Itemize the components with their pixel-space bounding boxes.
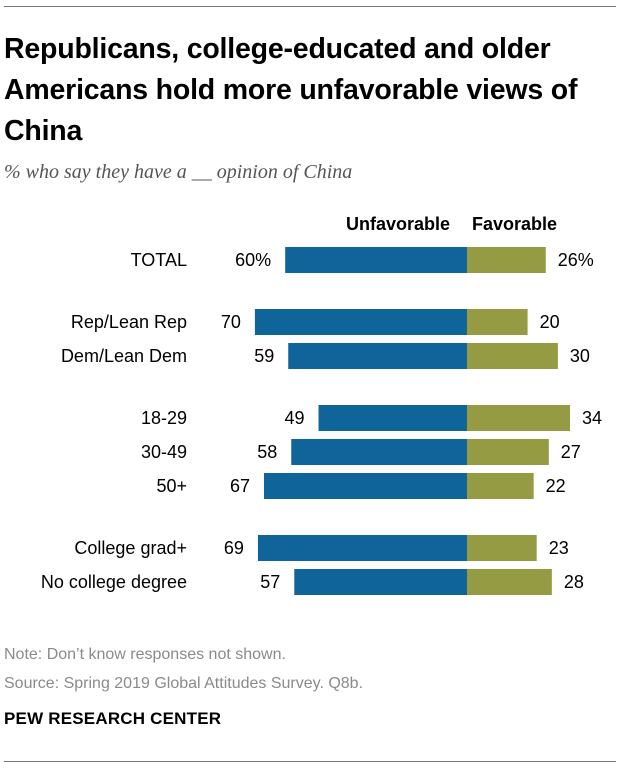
value-label-favorable: 28 [564,572,584,592]
value-label-favorable: 34 [582,408,602,428]
bar-unfavorable [263,473,467,499]
brand-label: PEW RESEARCH CENTER [4,709,222,728]
category-label: 30-49 [141,442,187,462]
series-header-unfavorable: Unfavorable [346,214,450,234]
value-label-favorable: 30 [570,346,590,366]
bar-unfavorable [254,309,467,335]
category-label: TOTAL [131,250,187,270]
category-label: 18-29 [141,408,187,428]
bar-unfavorable [288,343,467,369]
value-label-unfavorable: 69 [224,538,244,558]
chart-source: Source: Spring 2019 Global Attitudes Sur… [4,675,364,692]
value-label-favorable: 27 [561,442,581,462]
bar-favorable [467,309,528,335]
value-label-favorable: 20 [540,312,560,332]
bar-favorable [467,535,537,561]
value-label-unfavorable: 59 [254,346,274,366]
bottom-rule [4,761,616,762]
value-label-unfavorable: 60% [235,250,271,270]
category-label: Rep/Lean Rep [71,312,187,332]
bar-favorable [467,343,558,369]
value-label-unfavorable: 57 [260,572,280,592]
bar-favorable [467,569,552,595]
category-label: College grad+ [74,538,187,558]
value-label-unfavorable: 58 [257,442,277,462]
chart-subtitle: % who say they have a __ opinion of Chin… [4,161,353,183]
value-label-favorable: 23 [549,538,569,558]
chart-title: Republicans, college-educated and older … [4,33,578,147]
bar-unfavorable [291,439,467,465]
bar-favorable [467,247,546,273]
value-label-unfavorable: 67 [230,476,250,496]
bar-unfavorable [257,535,467,561]
bar-favorable [467,439,549,465]
bar-unfavorable [285,247,467,273]
bar-unfavorable [294,569,467,595]
value-label-favorable: 26% [558,250,594,270]
category-label: 50+ [156,476,187,496]
category-label: No college degree [41,572,187,592]
bar-favorable [467,405,571,431]
value-label-favorable: 22 [546,476,566,496]
diverging-bar-chart: Unfavorable Favorable TOTAL 60% 26% Rep/Lea… [41,214,602,595]
chart-note: Note: Don’t know responses not shown. [4,646,286,663]
bar-favorable [467,473,534,499]
value-label-unfavorable: 49 [284,408,304,428]
top-rule [4,6,616,7]
series-header-favorable: Favorable [472,214,557,234]
bar-unfavorable [318,405,467,431]
value-label-unfavorable: 70 [221,312,241,332]
category-label: Dem/Lean Dem [61,346,187,366]
